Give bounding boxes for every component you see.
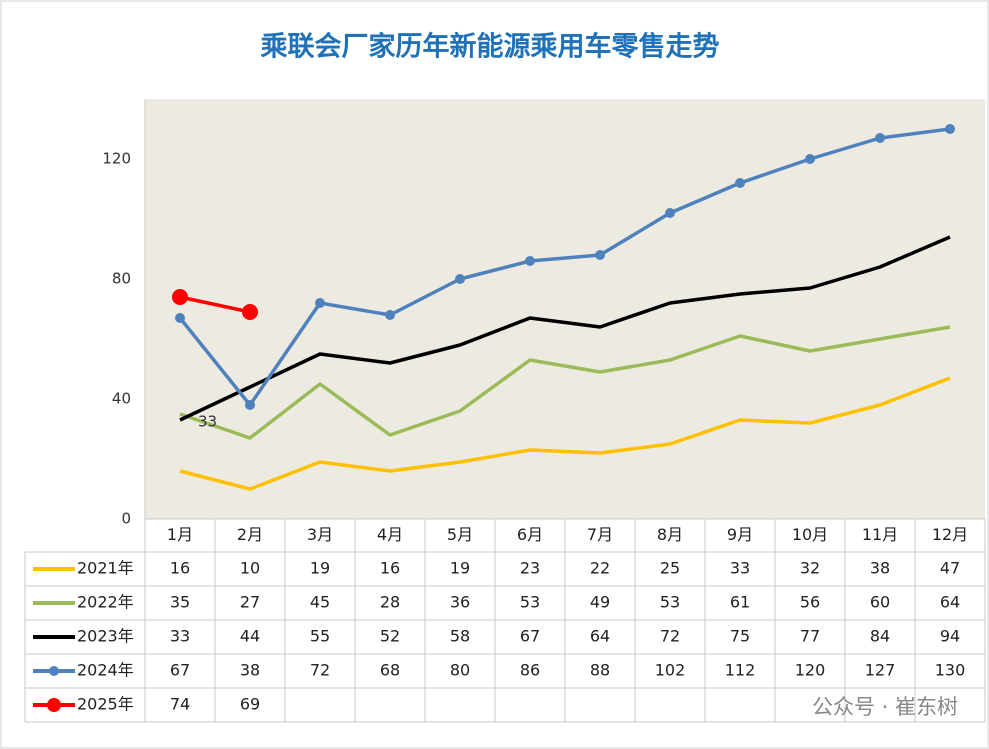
series-line (179, 295, 251, 314)
table-value: 45 (310, 593, 330, 612)
x-tick-label: 3月 (307, 525, 333, 544)
legend-label: 2025年 (77, 695, 134, 714)
y-tick-label: 0 (121, 510, 131, 528)
table-value: 56 (800, 593, 820, 612)
series-marker (245, 400, 255, 410)
table-value: 112 (725, 661, 756, 680)
table-value: 53 (520, 593, 540, 612)
table-value: 69 (240, 695, 260, 714)
series-line (179, 235, 951, 422)
series-marker (875, 133, 885, 143)
table-value: 61 (730, 593, 750, 612)
table-value: 38 (870, 559, 890, 578)
series-marker (242, 304, 258, 320)
table-value: 33 (170, 627, 190, 646)
table-value: 35 (170, 593, 190, 612)
x-tick-label: 11月 (862, 525, 898, 544)
legend-marker (49, 666, 59, 676)
y-tick-label: 40 (112, 390, 131, 408)
y-tick-label: 120 (102, 150, 131, 168)
table-value: 25 (660, 559, 680, 578)
chart-title: 乘联会厂家历年新能源乘用车零售走势 (260, 31, 720, 63)
table-value: 52 (380, 627, 400, 646)
table-value: 23 (520, 559, 540, 578)
table-value: 127 (865, 661, 896, 680)
table-value: 53 (660, 593, 680, 612)
table-value: 64 (940, 593, 960, 612)
table-value: 22 (590, 559, 610, 578)
table-value: 28 (380, 593, 400, 612)
table-value: 102 (655, 661, 686, 680)
table-value: 64 (590, 627, 610, 646)
table-value: 27 (240, 593, 260, 612)
table-value: 67 (520, 627, 540, 646)
table-value: 36 (450, 593, 470, 612)
legend-label: 2021年 (77, 559, 134, 578)
series-marker (665, 208, 675, 218)
y-tick-label: 80 (112, 270, 131, 288)
series-line (178, 127, 951, 407)
series-marker (455, 274, 465, 284)
x-tick-label: 6月 (517, 525, 543, 544)
series-marker (805, 154, 815, 164)
table-value: 94 (940, 627, 960, 646)
table-value: 55 (310, 627, 330, 646)
table-value: 75 (730, 627, 750, 646)
series-marker (172, 289, 188, 305)
x-tick-label: 12月 (932, 525, 968, 544)
table-value: 60 (870, 593, 890, 612)
series-marker (945, 124, 955, 134)
x-tick-label: 4月 (377, 525, 403, 544)
series-line (179, 376, 951, 491)
table-value: 10 (240, 559, 260, 578)
table-value: 16 (170, 559, 190, 578)
table-value: 49 (590, 593, 610, 612)
table-value: 86 (520, 661, 540, 680)
series-marker (315, 298, 325, 308)
table-value: 58 (450, 627, 470, 646)
table-value: 47 (940, 559, 960, 578)
table-value: 68 (380, 661, 400, 680)
x-tick-label: 2月 (237, 525, 263, 544)
series-line (179, 325, 951, 440)
table-value: 77 (800, 627, 820, 646)
table-value: 120 (795, 661, 826, 680)
x-tick-label: 1月 (167, 525, 193, 544)
table-value: 19 (310, 559, 330, 578)
legend-label: 2023年 (77, 627, 134, 646)
x-tick-label: 8月 (657, 525, 683, 544)
annotation: 33 (198, 413, 217, 431)
table-value: 38 (240, 661, 260, 680)
x-tick-label: 5月 (447, 525, 473, 544)
table-value: 84 (870, 627, 890, 646)
table-value: 16 (380, 559, 400, 578)
table-value: 33 (730, 559, 750, 578)
watermark: 公众号 · 崔东树 (812, 695, 958, 719)
series-marker (385, 310, 395, 320)
table-value: 32 (800, 559, 820, 578)
x-tick-label: 9月 (727, 525, 753, 544)
table-value: 88 (590, 661, 610, 680)
plot-area (145, 99, 985, 519)
table-value: 44 (240, 627, 260, 646)
legend-label: 2022年 (77, 593, 134, 612)
series-marker (525, 256, 535, 266)
table-value: 19 (450, 559, 470, 578)
legend-marker (47, 698, 61, 712)
series-marker (595, 250, 605, 260)
table-value: 74 (170, 695, 190, 714)
table-value: 67 (170, 661, 190, 680)
legend-label: 2024年 (77, 661, 134, 680)
table-value: 80 (450, 661, 470, 680)
x-tick-label: 7月 (587, 525, 613, 544)
series-marker (175, 313, 185, 323)
table-value: 72 (310, 661, 330, 680)
table-value: 130 (935, 661, 966, 680)
table-value: 72 (660, 627, 680, 646)
series-marker (735, 178, 745, 188)
x-tick-label: 10月 (792, 525, 828, 544)
